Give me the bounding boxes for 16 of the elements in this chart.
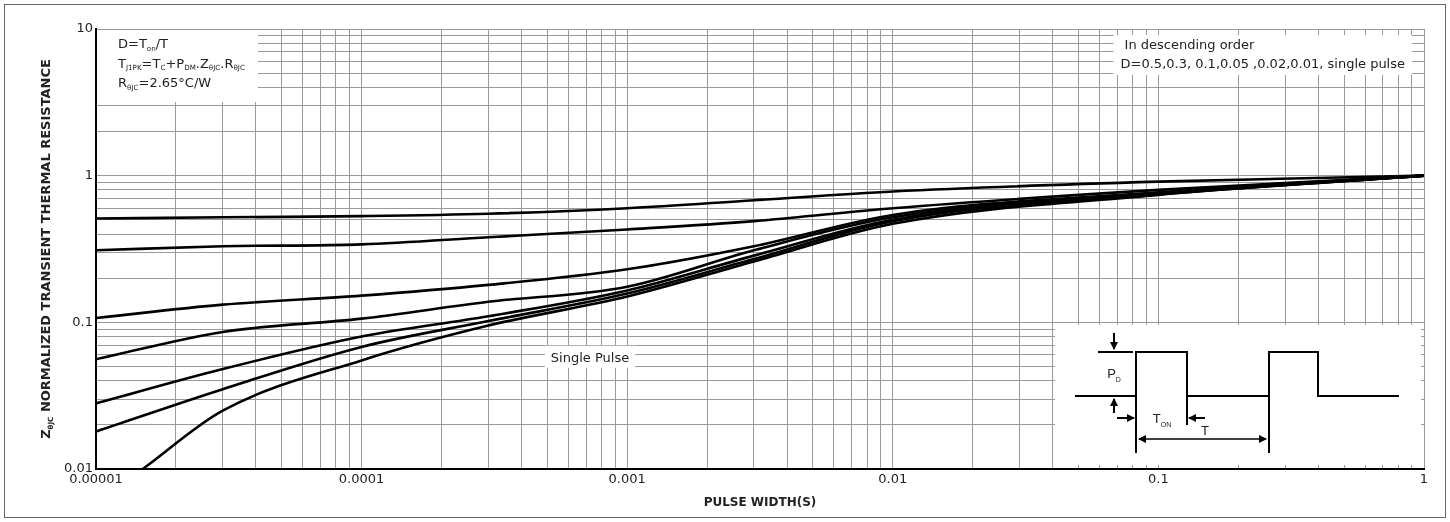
- annotation: T: [1201, 423, 1210, 438]
- annotation: T$_{ON}$: [1152, 411, 1172, 428]
- annotation: In descending order: [1124, 37, 1255, 52]
- x-tick-label: 1: [1419, 471, 1429, 487]
- x-axis-title: PULSE WIDTH(S): [703, 494, 817, 509]
- y-tick-label: 10: [76, 20, 93, 36]
- annotation: Single Pulse: [550, 349, 630, 365]
- x-tick-label: 0.00001: [69, 471, 123, 487]
- annotation: P$_{D}$: [1107, 366, 1121, 383]
- x-tick-label: 0.01: [878, 471, 908, 487]
- y-tick-label: 0.1: [72, 313, 93, 329]
- annotation: D=0.5,0.3, 0.1,0.05 ,0.02,0.01, single pulse: [1120, 56, 1406, 71]
- x-tick-label: 0.001: [608, 471, 646, 487]
- y-tick-label: 1: [84, 167, 93, 183]
- x-tick-label: 0.1: [1148, 471, 1169, 487]
- x-tick-label: 0.0001: [338, 471, 385, 487]
